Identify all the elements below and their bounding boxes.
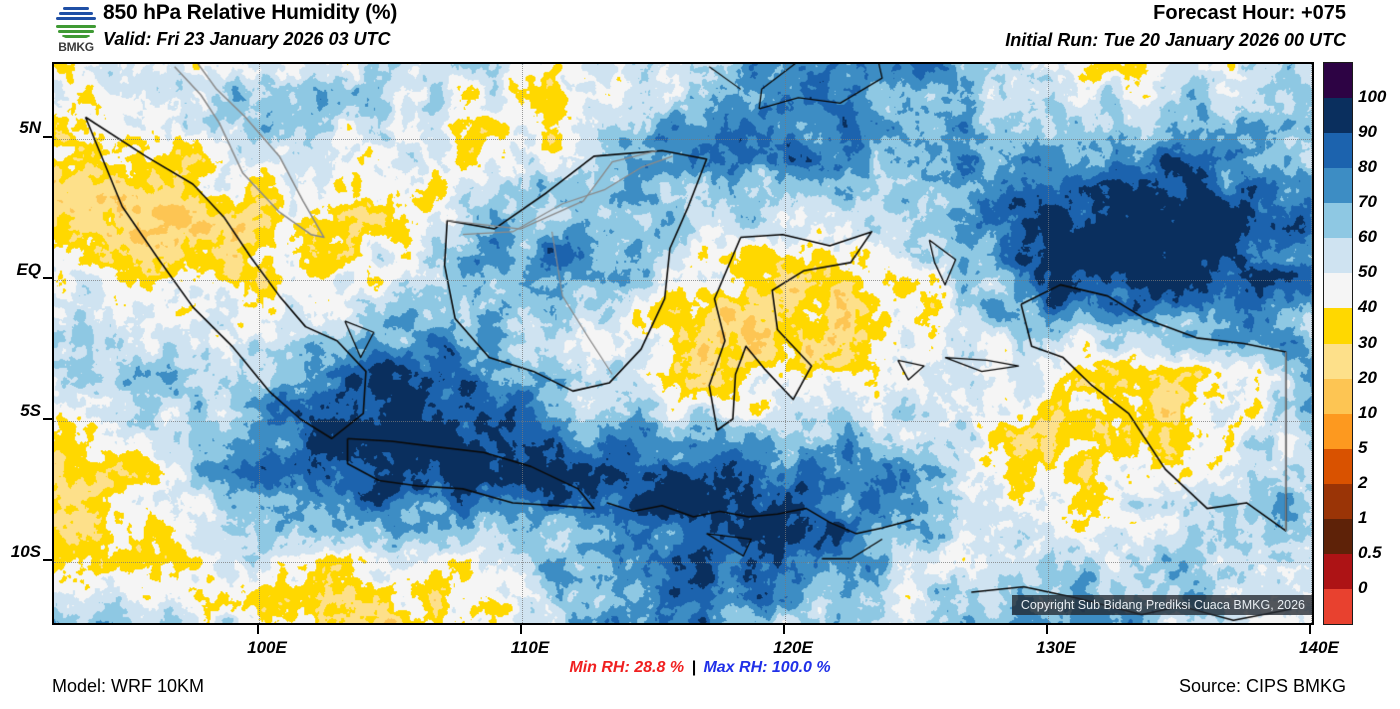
colorbar-band-2 (1324, 133, 1352, 169)
min-rh-value: Min RH: 28.8 % (569, 659, 685, 676)
colorbar-band-13 (1324, 518, 1352, 554)
colorbar-band-4 (1324, 203, 1352, 239)
minmax-separator: | (691, 659, 696, 676)
tick-5s (43, 418, 52, 420)
graticule-100e (259, 64, 260, 623)
colorbar-tick-60: 60 (1358, 227, 1377, 247)
colorbar-tick-30: 30 (1358, 332, 1377, 352)
colorbar-tick-20: 20 (1358, 367, 1377, 387)
colorbar-tick-10: 10 (1358, 402, 1377, 422)
graticule-10s (54, 562, 1312, 563)
tick-110e (520, 625, 522, 634)
colorbar-tick-2: 2 (1358, 472, 1368, 492)
chart-header: BMKG 850 hPa Relative Humidity (%) Valid… (0, 0, 1400, 58)
tick-120e (783, 625, 785, 634)
source-label: Source: CIPS BMKG (1178, 676, 1346, 696)
colorbar-tick-70: 70 (1358, 192, 1377, 212)
colorbar-labels: 100 90 80 70 60 50 40 30 20 10 5 2 1 0.5 0 (1358, 62, 1400, 625)
graticule-5n (54, 139, 1312, 140)
max-rh-value: Max RH: 100.0 % (703, 659, 831, 676)
tick-eq (43, 277, 52, 279)
colorbar-band-11 (1324, 448, 1352, 484)
graticule-110e (522, 64, 523, 623)
lat-label-5n: 5N (19, 118, 41, 137)
lat-label-5s: 5S (20, 401, 41, 420)
map-plot-area[interactable]: Copyright Sub Bidang Prediksi Cuaca BMKG… (52, 62, 1314, 625)
bmkg-logo-text: BMKG (58, 40, 94, 54)
lat-label-eq: EQ (16, 260, 41, 279)
lon-label-110e: 110E (510, 638, 550, 657)
colorbar-tick-100: 100 (1358, 87, 1387, 107)
graticule-130e (1048, 64, 1049, 623)
valid-time-label: Valid: Fri 23 January 2026 03 UTC (103, 29, 391, 49)
colorbar-tick-80: 80 (1358, 157, 1377, 177)
colorbar-band-1 (1324, 98, 1352, 134)
colorbar-band-10 (1324, 413, 1352, 449)
lon-label-100e: 100E (247, 638, 287, 657)
colorbar-tick-0.5: 0.5 (1358, 542, 1382, 562)
colorbar-band-5 (1324, 238, 1352, 274)
page-title: 850 hPa Relative Humidity (%) (103, 1, 398, 24)
bmkg-logo: BMKG (48, 2, 104, 56)
colorbar-tick-50: 50 (1358, 262, 1377, 282)
relative-humidity-heatmap (54, 64, 1312, 623)
graticule-120e (785, 64, 786, 623)
tick-10s (43, 559, 52, 561)
colorbar[interactable] (1323, 62, 1353, 625)
colorbar-band-7 (1324, 308, 1352, 344)
initial-run-label: Initial Run: Tue 20 January 2026 00 UTC (1005, 30, 1346, 50)
colorbar-tick-5: 5 (1358, 437, 1368, 457)
forecast-hour-label: Forecast Hour: +075 (1153, 2, 1346, 24)
colorbar-tick-1: 1 (1358, 507, 1368, 527)
tick-140e (1309, 625, 1311, 634)
model-label: Model: WRF 10KM (52, 676, 205, 696)
colorbar-tick-0: 0 (1358, 577, 1368, 597)
tick-5n (43, 136, 52, 138)
colorbar-band-12 (1324, 483, 1352, 519)
bmkg-logo-oval (52, 2, 100, 40)
lon-label-130e: 130E (1036, 638, 1076, 657)
copyright-watermark: Copyright Sub Bidang Prediksi Cuaca BMKG… (1011, 595, 1312, 615)
colorbar-band-0 (1324, 63, 1352, 99)
colorbar-band-9 (1324, 378, 1352, 414)
lon-label-120e: 120E (773, 638, 813, 657)
colorbar-tick-40: 40 (1358, 297, 1377, 317)
tick-100e (257, 625, 259, 634)
tick-130e (1046, 625, 1048, 634)
graticule-140e (1311, 64, 1312, 623)
colorbar-band-6 (1324, 273, 1352, 309)
graticule-eq (54, 280, 1312, 281)
colorbar-band-8 (1324, 343, 1352, 379)
lat-label-10s: 10S (10, 542, 41, 561)
colorbar-band-3 (1324, 168, 1352, 204)
min-max-rh-readout: Min RH: 28.8 % | Max RH: 100.0 % (0, 659, 1400, 677)
graticule-5s (54, 421, 1312, 422)
colorbar-band-15 (1324, 588, 1352, 624)
lon-label-140e: 140E (1299, 638, 1339, 657)
colorbar-tick-90: 90 (1358, 122, 1377, 142)
colorbar-band-14 (1324, 553, 1352, 589)
